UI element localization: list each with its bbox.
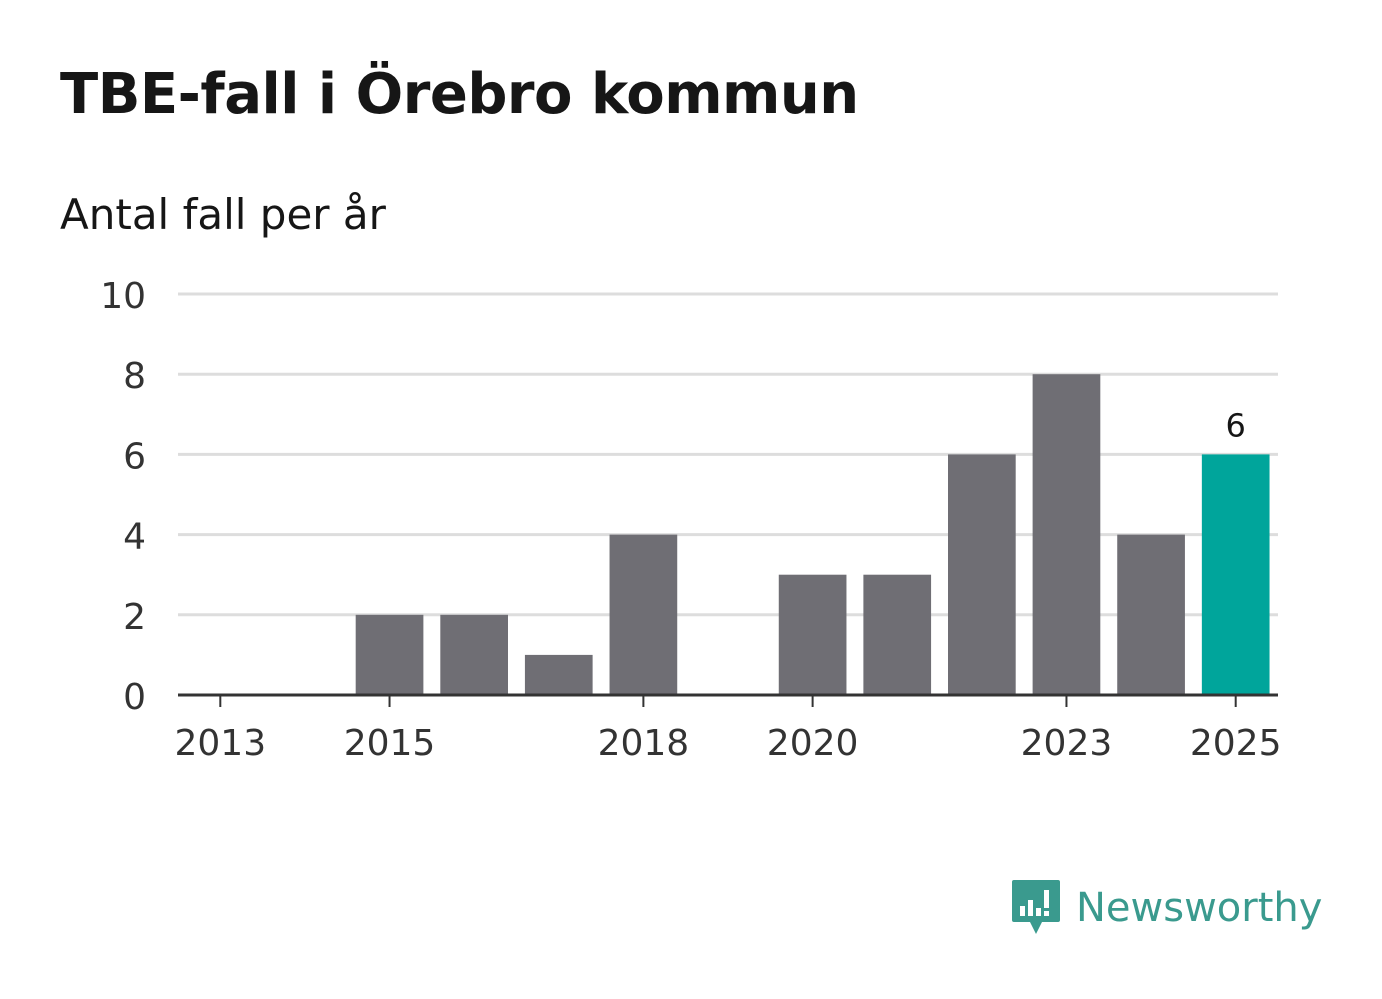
x-tick-label: 2013 [174, 723, 266, 764]
bar-2021 [863, 574, 932, 695]
bar-2023 [1032, 374, 1101, 695]
x-tick-labels: 2013 2015 2018 2020 2023 2025 [174, 723, 1281, 764]
bar-2016 [440, 614, 508, 695]
x-tick-label: 2020 [767, 723, 859, 764]
bar-2022 [948, 454, 1016, 695]
data-label: 6 [1226, 406, 1246, 444]
brand-logo: Newsworthy [1010, 878, 1322, 938]
bar-2020 [778, 574, 847, 695]
bar-2018 [609, 534, 678, 695]
bar-2017 [524, 654, 593, 695]
brand-name: Newsworthy [1076, 885, 1323, 931]
y-tick-labels: 0 2 4 6 8 10 [100, 276, 146, 718]
y-tick-label: 2 [123, 597, 146, 638]
gridlines [178, 292, 1278, 617]
x-tick-label: 2025 [1190, 723, 1282, 764]
x-tick-label: 2018 [598, 723, 690, 764]
y-tick-label: 0 [123, 677, 146, 718]
newsworthy-logo-icon [1012, 880, 1060, 934]
y-tick-label: 8 [123, 356, 146, 397]
chart-subtitle: Antal fall per år [60, 190, 386, 239]
bar-2015 [355, 614, 424, 695]
data-labels: 6 [1226, 406, 1246, 444]
y-tick-label: 4 [123, 517, 146, 558]
chart-title: TBE-fall i Örebro kommun [60, 62, 859, 127]
bars [355, 374, 1270, 695]
y-tick-label: 6 [123, 436, 146, 477]
x-tick-label: 2015 [344, 723, 436, 764]
y-tick-label: 10 [100, 276, 146, 317]
bar-2024 [1117, 534, 1185, 695]
x-axis [178, 693, 1278, 707]
x-tick-label: 2023 [1021, 723, 1113, 764]
bar-2025 [1201, 454, 1270, 695]
